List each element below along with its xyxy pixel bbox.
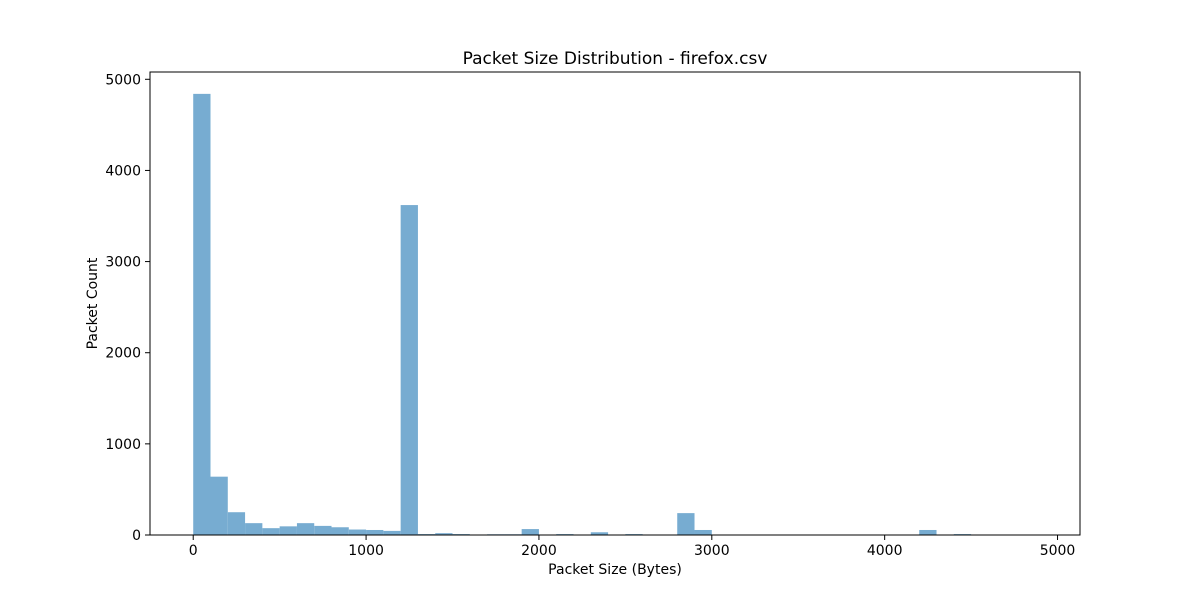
histogram-bar bbox=[400, 205, 418, 535]
y-tick-label: 4000 bbox=[105, 163, 141, 179]
y-tick-label: 1000 bbox=[105, 437, 141, 453]
histogram-bars bbox=[193, 93, 972, 535]
y-axis-ticks: 0 1000 2000 3000 4000 5000 bbox=[105, 72, 150, 544]
histogram-bar bbox=[227, 512, 246, 535]
histogram-bar bbox=[262, 528, 280, 535]
histogram-bar bbox=[245, 523, 263, 535]
plot-frame bbox=[149, 71, 1081, 536]
y-tick-label: 0 bbox=[132, 528, 141, 544]
histogram-bar bbox=[193, 93, 211, 535]
x-tick-label: 1000 bbox=[348, 543, 384, 559]
x-axis-label: Packet Size (Bytes) bbox=[548, 562, 682, 578]
x-tick-label: 2000 bbox=[521, 543, 557, 559]
histogram-bar bbox=[296, 523, 315, 535]
histogram-bar bbox=[348, 529, 367, 535]
x-tick-label: 4000 bbox=[867, 543, 903, 559]
histogram-bar bbox=[435, 533, 453, 535]
x-axis-ticks: 0 1000 2000 3000 4000 5000 bbox=[189, 535, 1076, 559]
x-tick-label: 0 bbox=[189, 543, 198, 559]
histogram-bar bbox=[331, 527, 349, 535]
histogram-bar bbox=[383, 530, 401, 535]
histogram-bar bbox=[919, 529, 937, 535]
plot-area bbox=[150, 72, 1080, 535]
histogram-bar bbox=[210, 476, 228, 535]
histogram-bar bbox=[590, 532, 609, 535]
histogram-bar bbox=[677, 513, 695, 535]
histogram-bar bbox=[694, 529, 712, 535]
y-tick-label: 2000 bbox=[105, 346, 141, 362]
chart-title: Packet Size Distribution - firefox.csv bbox=[463, 49, 768, 69]
y-tick-label: 5000 bbox=[105, 72, 141, 88]
histogram-bar bbox=[279, 526, 297, 535]
x-tick-label: 3000 bbox=[694, 543, 730, 559]
y-tick-label: 3000 bbox=[105, 255, 141, 271]
x-tick-label: 5000 bbox=[1040, 543, 1076, 559]
histogram-bar bbox=[314, 525, 332, 535]
histogram-bar bbox=[521, 529, 539, 535]
histogram-bar bbox=[366, 529, 384, 535]
y-axis-label: Packet Count bbox=[85, 257, 101, 349]
